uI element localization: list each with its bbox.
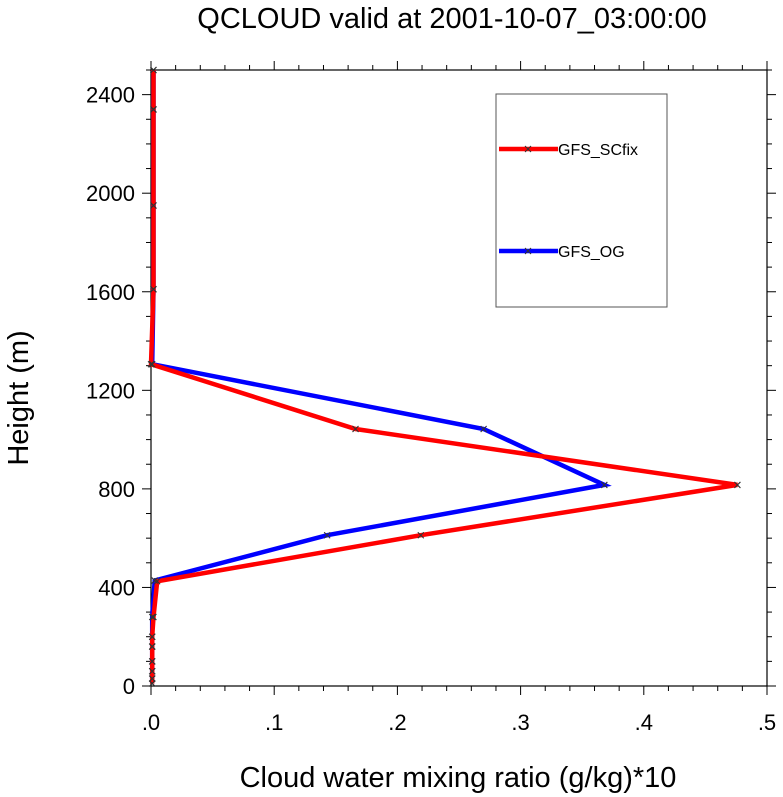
legend-marker bbox=[524, 145, 532, 153]
data-point-marker bbox=[147, 360, 155, 368]
data-point-marker bbox=[153, 577, 161, 585]
data-point-marker bbox=[148, 643, 156, 650]
legend-label-GFS_OG: GFS_OG bbox=[558, 244, 625, 261]
x-tick-label: .3 bbox=[511, 710, 529, 735]
data-point-marker bbox=[148, 613, 156, 621]
data-point-marker bbox=[148, 657, 156, 665]
x-tick-label: .0 bbox=[142, 710, 160, 735]
x-axis-label: Cloud water mixing ratio (g/kg)*10 bbox=[240, 762, 677, 794]
x-tick-label: .5 bbox=[758, 710, 776, 735]
data-point-marker bbox=[150, 66, 157, 74]
data-point-marker bbox=[352, 425, 359, 433]
data-point-marker bbox=[148, 680, 156, 687]
data-point-marker bbox=[148, 360, 156, 368]
data-point-marker bbox=[148, 633, 156, 641]
chart-title: QCLOUD valid at 2001-10-07_03:00:00 bbox=[197, 3, 706, 35]
x-tick-label: .2 bbox=[388, 710, 406, 735]
data-point-marker bbox=[151, 577, 159, 584]
x-tick-label: .1 bbox=[265, 710, 283, 735]
data-point-marker bbox=[150, 285, 157, 293]
data-point-marker bbox=[148, 675, 156, 682]
data-point-marker bbox=[480, 425, 488, 433]
data-point-marker bbox=[734, 481, 741, 489]
data-point-marker bbox=[148, 667, 156, 675]
legend-marker bbox=[524, 247, 532, 255]
y-tick-label: 0 bbox=[123, 674, 135, 699]
y-tick-label: 2000 bbox=[86, 181, 135, 206]
plot-area: .0 .1 .2 .3 .4 .5 0 400 800 1200 1600 2000 2400 GFS_S… bbox=[86, 61, 776, 735]
data-point-marker bbox=[417, 531, 425, 539]
data-point-marker bbox=[323, 531, 331, 539]
y-axis-label: Height (m) bbox=[3, 330, 35, 465]
y-tick-label: 400 bbox=[98, 575, 135, 600]
data-point-marker bbox=[150, 202, 157, 209]
y-tick-label: 1600 bbox=[86, 280, 135, 305]
y-tick-label: 800 bbox=[98, 477, 135, 502]
data-point-marker bbox=[150, 613, 157, 621]
plot-frame bbox=[150, 69, 768, 687]
data-point-marker bbox=[150, 106, 157, 113]
y-tick-label: 1200 bbox=[86, 378, 135, 403]
legend-box bbox=[495, 93, 668, 308]
x-tick-label: .4 bbox=[635, 710, 653, 735]
y-tick-label: 2400 bbox=[86, 83, 135, 108]
series-line-GFS_SCfix bbox=[148, 70, 738, 684]
data-point-marker bbox=[600, 481, 608, 489]
legend-label-GFS_SCfix: GFS_SCfix bbox=[558, 142, 638, 159]
